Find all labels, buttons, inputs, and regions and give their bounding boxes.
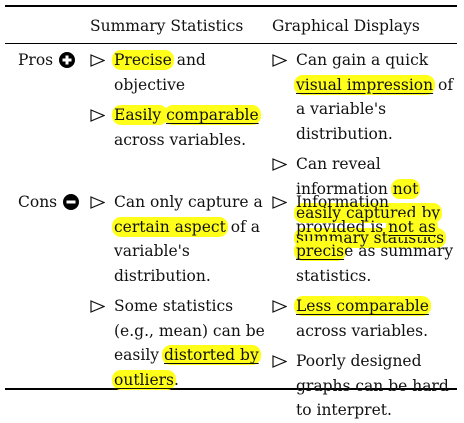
cons-summary-list: Can only capture a certain aspect of a v… [90,190,265,392]
cons-label: Cons [18,193,58,211]
header-graphical-displays: Graphical Displays [272,17,420,35]
triangle-bullet-icon [90,300,105,313]
row-label-pros: Pros [18,50,76,70]
highlight-easily: Easily [114,106,167,124]
list-item: Some statistics (e.g., mean) can be easi… [90,294,265,392]
row-label-cons: Cons [18,192,80,212]
cons-graphical-list: Information provided is not as precise a… [272,190,458,423]
list-item: Precise and objective [90,48,265,97]
list-item: Less comparable across variables. [272,294,458,343]
list-item: Can only capture a certain aspect of a v… [90,190,265,288]
triangle-bullet-icon [90,196,105,209]
triangle-bullet-icon [272,158,287,171]
list-item: Information provided is not as precise a… [272,190,458,288]
list-item: Easily comparable across variables. [90,103,265,152]
highlight-less-comparable: Less comparable [294,296,431,316]
highlight-precise: Precise [112,50,174,70]
pros-label: Pros [18,51,54,69]
header-rule [5,43,457,44]
triangle-bullet-icon [272,54,287,67]
highlight-comparable: comparable [164,105,261,125]
highlight-certain-aspect: certain aspect [112,216,228,237]
triangle-bullet-icon [90,54,105,67]
plus-circle-icon [59,52,76,68]
triangle-bullet-icon [272,300,287,313]
summary-text: across variables. [114,130,247,149]
triangle-bullet-icon [272,196,287,209]
minus-circle-icon [63,194,80,210]
header-summary-statistics: Summary Statistics [90,17,244,35]
triangle-bullet-icon [90,109,105,122]
highlight-visual-impression: visual impression [294,74,436,95]
triangle-bullet-icon [272,355,287,368]
pros-summary-list: Precise and objective Easily comparable … [90,48,265,152]
list-item: Poorly designed graphs can be hard to in… [272,349,458,423]
top-rule [5,5,457,7]
bottom-rule [5,388,457,390]
list-item: Can gain a quick visual impression of a … [272,48,458,146]
